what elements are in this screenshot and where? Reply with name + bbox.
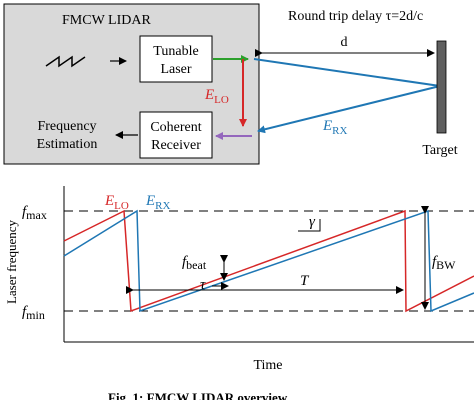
figure-caption: Fig. 1: FMCW LIDAR overview [108, 390, 288, 400]
tunable-laser-box [139, 35, 213, 83]
return-beam [257, 85, 441, 134]
round-trip-delay-label: Round trip delay τ=2d/c [288, 9, 423, 24]
x-axis-label: Time [253, 358, 282, 373]
e-rx-label-plot: ERX [145, 193, 171, 212]
period-label: T [300, 273, 310, 289]
frequency-estimation-label-line2: Estimation [37, 137, 98, 152]
target-block [436, 40, 447, 134]
system-diagram: FMCW LIDAR Tunable Laser Coherent Receiv… [3, 3, 458, 165]
tunable-laser-label-line1: Tunable [153, 44, 198, 59]
coherent-receiver-label-line2: Receiver [151, 138, 201, 153]
frequency-time-plot: fmax fmin Laser frequency Time ELO ERX f… [4, 186, 474, 373]
f-min-label: fmin [22, 304, 45, 322]
coherent-receiver-box [139, 111, 213, 159]
frequency-estimation-label-line1: Frequency [37, 119, 96, 134]
coherent-receiver-label-line1: Coherent [150, 120, 201, 135]
e-rx-label-top: ERX [322, 118, 348, 137]
y-axis-label: Laser frequency [4, 219, 19, 304]
f-beat-label: fbeat [182, 254, 207, 272]
gamma-label: γ [309, 214, 316, 230]
rx-chirp-trace [63, 209, 474, 313]
target-label: Target [422, 143, 457, 158]
tunable-laser-label-line2: Laser [160, 62, 191, 77]
f-bw-label: fBW [432, 254, 456, 272]
e-lo-label-plot: ELO [104, 193, 129, 212]
transmit-beam [253, 58, 441, 87]
lo-chirp-trace [63, 209, 474, 313]
system-title: FMCW LIDAR [62, 13, 151, 28]
chirp-sawtooth-icon [45, 55, 86, 68]
gamma-slope-marker [298, 219, 321, 232]
distance-label: d [341, 35, 348, 50]
e-lo-label-top: ELO [204, 87, 229, 106]
f-max-label: fmax [22, 204, 47, 222]
tau-label: τ [200, 277, 206, 293]
